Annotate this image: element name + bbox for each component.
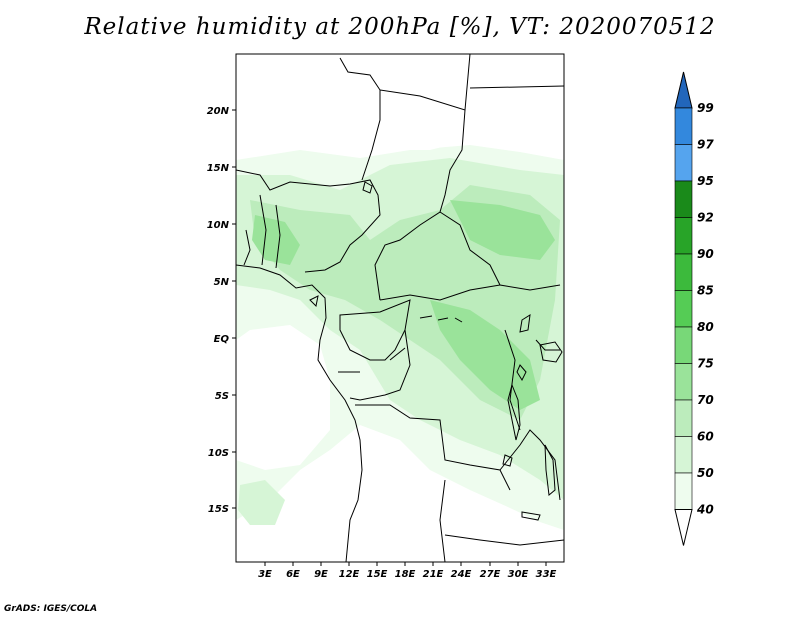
lon-label: 30E <box>508 569 529 580</box>
colorbar-swatch <box>674 399 693 437</box>
humidity-field-50-60 <box>238 480 285 525</box>
lon-label: 21E <box>423 569 444 580</box>
lat-label: 10N <box>207 220 230 231</box>
country-borders <box>236 54 564 562</box>
border <box>504 329 521 431</box>
colorbar-label: 90 <box>697 247 714 261</box>
border <box>349 329 411 401</box>
dry-region <box>236 54 470 155</box>
colorbar-swatch <box>674 253 693 291</box>
colorbar-label: 97 <box>697 138 714 152</box>
lon-label: 15E <box>367 569 388 580</box>
border <box>439 211 561 291</box>
humidity-shading <box>236 54 564 562</box>
lat-label: 10S <box>208 448 229 459</box>
lake-kivu <box>516 364 527 382</box>
colorbar-swatch <box>674 180 693 218</box>
colorbar-label: 80 <box>697 320 714 334</box>
border <box>439 479 446 562</box>
border <box>275 204 281 269</box>
lake-kariba <box>521 511 541 521</box>
lat-label: 15N <box>207 163 230 174</box>
border <box>374 109 466 301</box>
lon-label: 18E <box>395 569 416 580</box>
border <box>243 229 251 266</box>
border <box>259 194 267 266</box>
colorbar-swatch <box>674 326 693 364</box>
lake-tanganyika <box>507 383 521 441</box>
colorbar-top-cap <box>674 71 693 109</box>
colorbar-swatch <box>674 436 693 474</box>
border <box>339 299 411 361</box>
lakes <box>309 181 563 521</box>
lat-label: EQ <box>214 334 230 345</box>
border <box>379 54 471 111</box>
colorbar-bottom-cap <box>674 509 693 546</box>
border <box>379 284 501 301</box>
lon-label: 12E <box>339 569 360 580</box>
colorbar-label: 70 <box>697 393 714 407</box>
colorbar-swatch <box>674 290 693 328</box>
lat-label: 5N <box>214 277 230 288</box>
colorbar-swatch <box>674 472 693 510</box>
lake-chad <box>362 181 373 194</box>
dry-region <box>236 325 330 470</box>
border <box>236 169 381 273</box>
lon-label: 6E <box>286 569 300 580</box>
colorbar-swatch <box>674 363 693 401</box>
latitude-axis: 20N 15N 10N 5N EQ 5S 10S 15S <box>207 106 236 515</box>
lake-congo-marsh <box>419 315 463 323</box>
colorbar-label: 40 <box>696 503 714 517</box>
lon-label: 24E <box>451 569 472 580</box>
colorbar-swatch <box>674 217 693 255</box>
lake-albert <box>519 314 531 333</box>
lake-volta <box>309 295 319 308</box>
colorbar-label: 92 <box>697 211 714 225</box>
map-title: Relative humidity at 200hPa [%], VT: 202… <box>84 14 716 40</box>
lat-label: 20N <box>207 106 230 117</box>
border <box>535 339 560 351</box>
colorbar-swatch <box>674 144 693 182</box>
border <box>355 404 511 491</box>
border <box>444 534 564 546</box>
longitude-axis: 3E 6E 9E 12E 15E 18E 21E 24E 27E 30E 33E <box>258 562 557 580</box>
humidity-field-70-75 <box>252 215 300 265</box>
lat-label: 15S <box>208 504 229 515</box>
colorbar-label: 50 <box>697 466 714 480</box>
colorbar-label: 95 <box>697 174 714 188</box>
lat-label: 5S <box>215 391 229 402</box>
lon-label: 33E <box>536 569 557 580</box>
lon-label: 9E <box>314 569 328 580</box>
humidity-field-70-75 <box>450 200 555 260</box>
colorbar-label: 85 <box>697 284 714 298</box>
lon-label: 3E <box>258 569 272 580</box>
colorbar-label: 75 <box>697 357 714 371</box>
dry-region <box>470 54 564 150</box>
border <box>469 85 564 89</box>
border <box>389 347 406 361</box>
border <box>499 429 561 501</box>
lon-label: 27E <box>480 569 501 580</box>
lake-victoria <box>539 341 563 363</box>
lake-mweru <box>502 454 513 467</box>
colorbar-label: 99 <box>697 101 714 115</box>
colorbar-label: 60 <box>697 430 714 444</box>
colorbar-legend: 99 97 95 92 90 85 80 75 70 60 50 40 <box>674 71 714 546</box>
lake-malawi <box>544 444 556 496</box>
dry-region <box>340 470 564 562</box>
colorbar-swatch <box>674 107 693 145</box>
map-frame <box>235 53 565 563</box>
coastline <box>236 264 363 562</box>
grads-credit: GrADS: IGES/COLA <box>4 604 98 614</box>
